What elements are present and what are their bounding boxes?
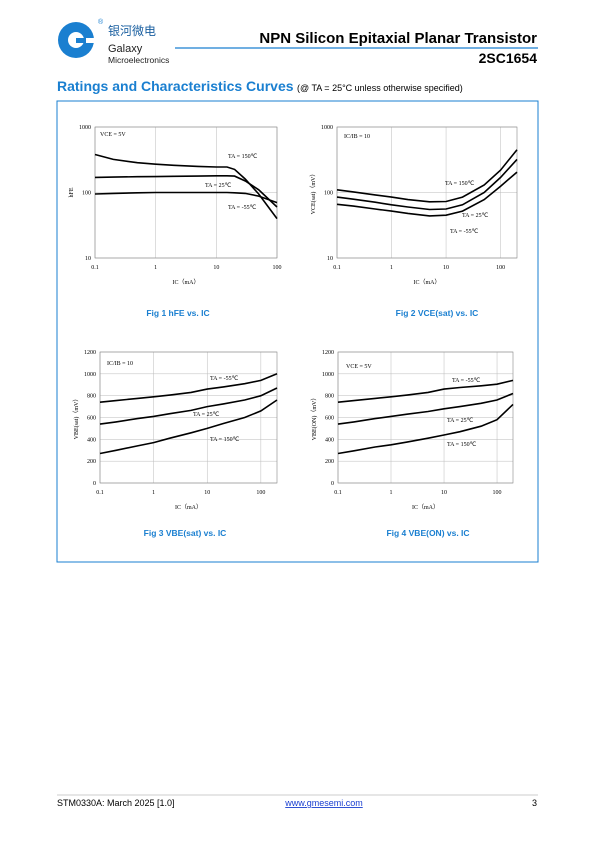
y-tick-label: 10 <box>85 256 91 262</box>
y-tick-label: 200 <box>87 459 96 465</box>
x-tick-label: 0.1 <box>334 490 342 496</box>
y-tick-label: 400 <box>87 437 96 443</box>
series-label: TA = -55℃ <box>450 229 479 235</box>
footer-url[interactable]: www.gmesemi.com <box>284 798 363 808</box>
series-label: TA = 150℃ <box>447 442 477 448</box>
x-tick-label: 10 <box>441 490 447 496</box>
x-axis-label: IC（mA） <box>175 504 202 511</box>
x-tick-label: 100 <box>273 265 282 271</box>
x-tick-label: 0.1 <box>96 490 104 496</box>
y-axis-label: VBE(ON)（mV） <box>311 395 318 441</box>
series-label: TA = 150℃ <box>228 154 258 160</box>
y-tick-label: 1000 <box>79 125 91 131</box>
y-tick-label: 600 <box>87 416 96 422</box>
series-line <box>99 399 278 455</box>
series-label: TA = 25℃ <box>193 412 220 418</box>
y-axis-label: VCE(sat)（mV） <box>310 171 317 215</box>
annotation: VCE = 5V <box>100 132 126 138</box>
series-line <box>337 379 514 403</box>
registered: ® <box>98 18 104 26</box>
series-label: TA = 25℃ <box>205 183 232 189</box>
y-tick-label: 100 <box>82 191 91 197</box>
y-tick-label: 1000 <box>321 125 333 131</box>
y-tick-label: 600 <box>325 416 334 422</box>
series-line <box>336 149 518 203</box>
y-tick-label: 0 <box>93 481 96 487</box>
y-tick-label: 0 <box>331 481 334 487</box>
x-tick-label: 1 <box>152 490 155 496</box>
series-label: TA = 150℃ <box>210 437 240 443</box>
y-tick-label: 1200 <box>322 350 334 356</box>
figure-frame <box>56 100 539 563</box>
series-label: TA = -55℃ <box>228 205 257 211</box>
x-tick-label: 100 <box>256 490 265 496</box>
part-number: 2SC1654 <box>479 50 538 66</box>
x-tick-label: 1 <box>390 490 393 496</box>
series-line <box>337 403 514 455</box>
series-label: TA = 25℃ <box>447 418 474 424</box>
x-tick-label: 1 <box>390 265 393 271</box>
series-line <box>94 191 278 204</box>
series-label: TA = -55℃ <box>452 378 481 384</box>
y-tick-label: 100 <box>324 191 333 197</box>
x-tick-label: 10 <box>213 265 219 271</box>
plot-frame <box>94 126 278 259</box>
figure-caption: Fig 4 VBE(ON) vs. IC <box>386 528 469 538</box>
x-tick-label: 10 <box>204 490 210 496</box>
y-tick-label: 1000 <box>84 372 96 378</box>
y-tick-label: 1000 <box>322 372 334 378</box>
x-axis-label: IC（mA） <box>172 279 199 286</box>
figure-caption: Fig 1 hFE vs. IC <box>146 308 209 318</box>
section-title: Ratings and Characteristics Curves <box>57 78 294 94</box>
series-line <box>99 387 278 425</box>
figure-caption: Fig 2 VCE(sat) vs. IC <box>396 308 479 318</box>
y-axis-label: VBE(sat)（mV） <box>73 396 80 440</box>
annotation: IC/IB = 10 <box>344 134 370 140</box>
y-tick-label: 800 <box>325 394 334 400</box>
plot-frame <box>99 351 278 484</box>
y-axis-label: hFE <box>69 187 75 197</box>
series-label: TA = -55℃ <box>210 376 239 382</box>
brand-sub: Microelectronics <box>108 55 169 65</box>
annotation: IC/IB = 10 <box>107 361 133 367</box>
logo-bar <box>76 38 86 43</box>
series-line <box>336 158 518 211</box>
x-tick-label: 100 <box>493 490 502 496</box>
x-tick-label: 0.1 <box>333 265 341 271</box>
y-tick-label: 200 <box>325 459 334 465</box>
series-line <box>99 373 278 403</box>
x-axis-label: IC（mA） <box>412 504 439 511</box>
brand-cn: 银河微电 <box>108 24 156 38</box>
y-tick-label: 800 <box>87 394 96 400</box>
x-tick-label: 1 <box>154 265 157 271</box>
series-line <box>337 392 514 425</box>
series-label: TA = 25℃ <box>462 213 489 219</box>
brand: Galaxy <box>108 43 143 55</box>
footer-doc: STM0330A: March 2025 [1.0] <box>57 798 175 808</box>
y-tick-label: 400 <box>325 437 334 443</box>
x-tick-label: 0.1 <box>91 265 99 271</box>
footer-page: 3 <box>532 798 537 808</box>
y-tick-label: 1200 <box>84 350 96 356</box>
x-axis-label: IC（mA） <box>413 279 440 286</box>
section-condition: (@ TA = 25°C unless otherwise specified) <box>297 83 463 93</box>
figure-caption: Fig 3 VBE(sat) vs. IC <box>144 528 227 538</box>
doc-title: NPN Silicon Epitaxial Planar Transistor <box>259 30 537 47</box>
series-line <box>94 175 278 208</box>
x-tick-label: 10 <box>443 265 449 271</box>
plot-frame <box>336 126 518 259</box>
series-line <box>336 171 518 217</box>
annotation: VCE = 5V <box>346 364 372 370</box>
x-tick-label: 100 <box>496 265 505 271</box>
series-label: TA = 150℃ <box>445 181 475 187</box>
plot-frame <box>337 351 514 484</box>
y-tick-label: 10 <box>327 256 333 262</box>
